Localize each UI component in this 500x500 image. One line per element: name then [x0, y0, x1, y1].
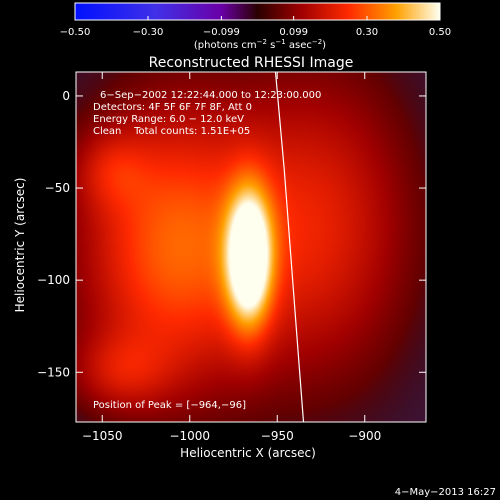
annotation-clean: Clean Total counts: 1.51E+05 [93, 126, 250, 137]
colorbar-tick-labels: −0.50 −0.30 −0.099 0.099 0.30 0.50 [60, 27, 451, 38]
solar-limb-line [274, 72, 305, 422]
colorbar-tick-label: 0.30 [356, 27, 378, 38]
colorbar-tick-label: −0.30 [133, 27, 164, 38]
x-tick-label: −950 [261, 429, 294, 443]
annotation-block: 6−Sep−2002 12:22:44.000 to 12:23:00.000 … [93, 90, 321, 137]
annotation-energy: Energy Range: 6.0 − 12.0 keV [93, 114, 244, 125]
y-tick-label: −50 [45, 181, 70, 195]
y-axis-ticks: 0 −50 −100 −150 [37, 89, 426, 379]
annotation-time: 6−Sep−2002 12:22:44.000 to 12:23:00.000 [100, 90, 321, 101]
y-tick-label: −100 [37, 273, 70, 287]
colorbar-ticks [74, 16, 441, 20]
x-tick-label: −1050 [82, 429, 123, 443]
colorbar [74, 2, 441, 21]
x-axis-label: Heliocentric X (arcsec) [180, 446, 316, 460]
colorbar-tick-label: 0.099 [279, 27, 308, 38]
chart-title: Reconstructed RHESSI Image [149, 55, 354, 71]
x-axis-ticks: −1050 −1000 −950 −900 [82, 72, 381, 443]
peak-position-label: Position of Peak = [−964,−96] [93, 400, 246, 411]
colorbar-tick-label: −0.099 [203, 27, 240, 38]
y-tick-label: −150 [37, 365, 70, 379]
heatmap-image [76, 72, 426, 422]
annotation-detectors: Detectors: 4F 5F 6F 7F 8F, Att 0 [93, 102, 252, 113]
colorbar-label: (photons cm−2 s−1 asec−2) [194, 38, 326, 51]
footer-date: 4−May−2013 16:27 [395, 487, 496, 498]
y-tick-label: 0 [62, 89, 70, 103]
colorbar-tick-label: 0.50 [429, 27, 451, 38]
plot-frame [75, 71, 427, 423]
x-tick-label: −1000 [169, 429, 210, 443]
x-tick-label: −900 [348, 429, 381, 443]
colorbar-tick-label: −0.50 [60, 27, 91, 38]
y-axis-label: Heliocentric Y (arcsec) [13, 178, 27, 313]
